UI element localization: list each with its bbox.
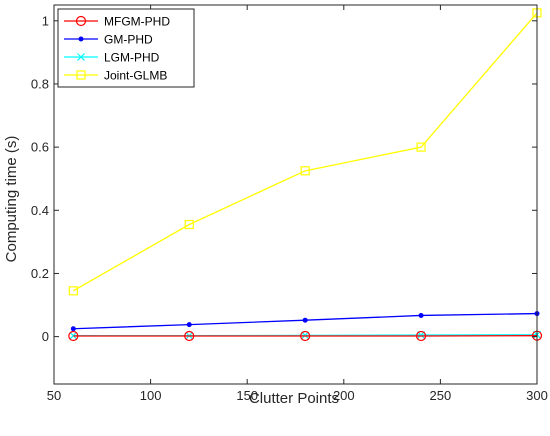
axes-box [53,4,538,385]
data-point [300,330,311,342]
x-tick-label: 300 [526,388,548,403]
legend-marker [78,36,84,42]
data-point [416,142,426,152]
data-point [415,330,427,342]
y-tick-label: 0 [42,329,49,344]
data-point [184,330,195,342]
legend-label: Joint-GLMB [104,69,167,83]
y-tick-label: 0.4 [31,203,49,218]
data-point [68,286,78,296]
y-tick-label: 1 [42,13,49,28]
series-layer [68,8,543,342]
y-tick-label: 0.8 [31,76,49,91]
legend-label: GM-PHD [104,33,153,47]
data-point [417,331,426,339]
y-tick-label: 0.6 [31,140,49,155]
axes-layer: 50 100 150 200 250 300 0 0.2 0.4 0.6 0.8 1 [31,4,548,403]
series-gm-phd [70,311,540,332]
x-tick-label: 50 [47,388,61,403]
legend-marker [75,15,87,27]
marker-stroke [77,53,85,61]
x-tick-label: 250 [430,388,452,403]
x-tick-label: 150 [236,388,258,403]
legend-entry: Joint-GLMB [64,69,167,83]
data-point [186,322,192,328]
data-point [300,166,310,176]
x-tick-label: 200 [333,388,355,403]
legend-entry: LGM-PHD [64,51,160,65]
x-axis-label: Clutter Points [249,390,339,407]
legend-label: LGM-PHD [104,51,160,65]
legend-box [57,8,195,88]
legend-marker [77,53,85,61]
legend-entry: GM-PHD [64,33,153,47]
legend: MFGM-PHD GM-PHD LGM-PHD Joint-GLMB [57,8,195,88]
legend-marker [76,70,86,80]
y-axis-label: Computing time (s) [3,136,20,263]
legend-label: MFGM-PHD [104,15,170,29]
series-line [72,12,538,292]
data-point [418,312,424,318]
series-mfgm-phd [68,330,543,342]
data-point [68,330,79,342]
data-point [302,317,308,323]
data-point [70,326,76,332]
marker-stroke [417,331,426,339]
y-tick-label: 0.2 [31,266,49,281]
x-tick-label: 100 [140,388,162,403]
data-point [184,219,194,230]
legend-entry: MFGM-PHD [64,15,170,29]
